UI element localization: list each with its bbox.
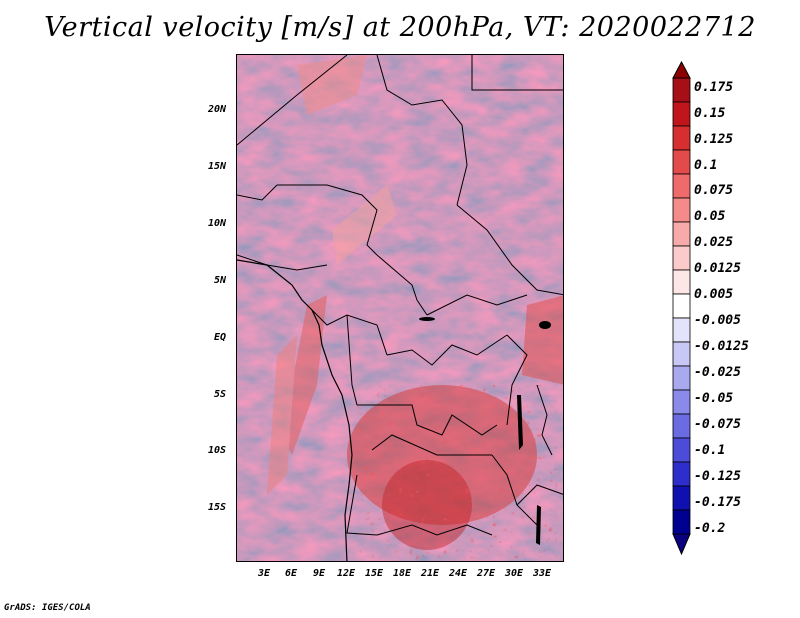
colorbar-box [672,365,691,391]
lat-label: EQ [214,332,227,343]
positive-regions [267,55,563,495]
colorbar-box [672,125,691,151]
colorbar-box [672,197,691,223]
chart-title: Vertical velocity [m/s] at 200hPa, VT: 2… [44,12,756,43]
colorbar-box [672,437,691,463]
coastline [237,259,353,561]
colorbar-arrow-top [672,60,691,79]
colorbar-box [672,101,691,127]
lat-label: 5N [214,275,227,286]
velocity-field [237,55,563,561]
colorbar-label: -0.025 [694,365,741,380]
lon-label: 9E [313,568,326,579]
colorbar-label: -0.005 [694,313,741,328]
colorbar-box [672,317,691,343]
colorbar-box [672,341,691,367]
colorbar-label: -0.0125 [694,339,749,354]
colorbar-box [672,269,691,295]
lon-label: 30E [505,568,524,579]
lon-label: 6E [285,568,298,579]
colorbar-label: 0.125 [694,132,734,147]
lakes [419,317,551,545]
colorbar-label: 0.005 [694,287,734,302]
colorbar-box [672,221,691,247]
lon-label: 33E [533,568,552,579]
colorbar-label: -0.175 [694,495,741,510]
colorbar-box [672,413,691,439]
lon-label: 12E [337,568,356,579]
lat-label: 15S [208,502,227,513]
colorbar-box [672,77,691,103]
colorbar-label: -0.05 [694,391,734,406]
colorbar-label: -0.2 [694,521,726,536]
colorbar-boxes [672,77,691,535]
colorbar-box [672,389,691,415]
lat-label: 10S [208,445,227,456]
lat-label: 20N [208,104,227,115]
lon-label: 21E [421,568,440,579]
lon-label: 15E [365,568,384,579]
country-borders [237,55,563,536]
colorbar-label: 0.175 [694,80,734,95]
colorbar-label: -0.125 [694,469,741,484]
colorbar-box [672,485,691,511]
map-panel [236,54,564,562]
colorbar-arrow-bottom [672,533,691,556]
lon-label: 18E [393,568,412,579]
colorbar-box [672,173,691,199]
colorbar-label: -0.075 [694,417,741,432]
colorbar-box [672,293,691,319]
lon-label: 3E [258,568,271,579]
colorbar-box [672,461,691,487]
lat-label: 5S [214,389,227,400]
colorbar-box [672,245,691,271]
colorbar-label: 0.025 [694,235,734,250]
colorbar-label: 0.05 [694,209,726,224]
colorbar-label: 0.0125 [694,261,741,276]
colorbar-label: 0.15 [694,106,726,121]
lat-label: 10N [208,218,227,229]
lon-label: 24E [449,568,468,579]
colorbar-box [672,149,691,175]
credit-text: GrADS: IGES/COLA [4,603,91,613]
southern-positive-core [347,385,557,561]
colorbar-label: -0.1 [694,443,726,458]
lat-label: 15N [208,161,227,172]
colorbar-box [672,509,691,535]
colorbar-label: 0.1 [694,158,718,173]
colorbar-label: 0.075 [694,183,734,198]
lon-label: 27E [477,568,496,579]
